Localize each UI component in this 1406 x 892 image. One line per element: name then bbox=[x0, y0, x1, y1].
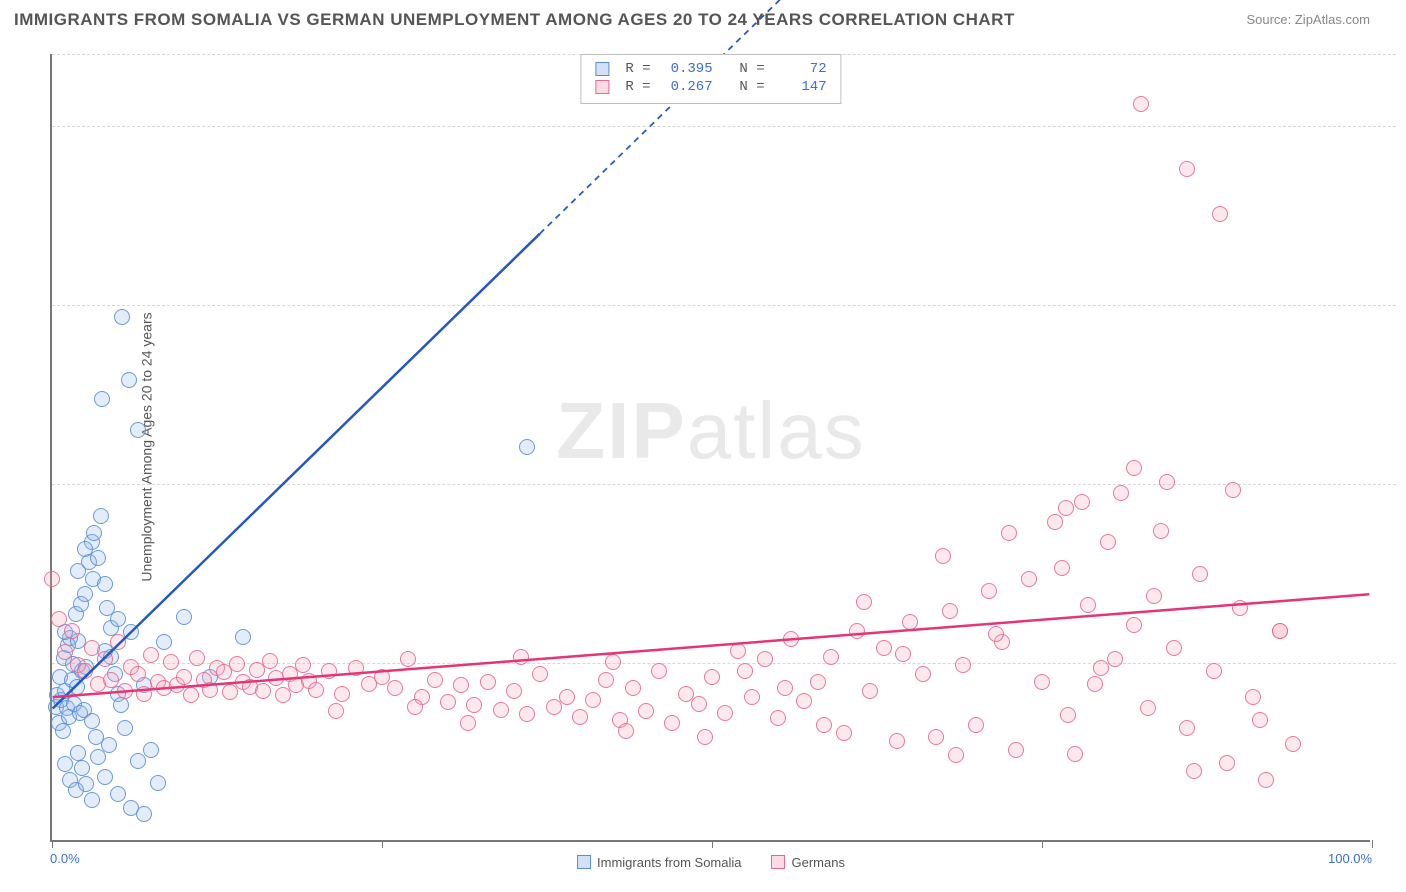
trendline-germans bbox=[53, 594, 1370, 697]
stats-r-label: R = bbox=[625, 79, 650, 95]
trendline-somalia bbox=[53, 234, 540, 709]
stats-swatch-germans bbox=[595, 80, 609, 94]
chart-container: IMMIGRANTS FROM SOMALIA VS GERMAN UNEMPL… bbox=[0, 0, 1406, 892]
stats-n-value: 72 bbox=[775, 61, 827, 77]
stats-row-somalia: R = 0.395 N = 72 bbox=[595, 61, 826, 77]
stats-n-label: N = bbox=[723, 61, 765, 77]
legend-item-germans: Germans bbox=[772, 855, 845, 870]
stats-r-label: R = bbox=[625, 61, 650, 77]
stats-n-label: N = bbox=[723, 79, 765, 95]
x-tick bbox=[1042, 840, 1043, 848]
x-tick bbox=[382, 840, 383, 848]
legend-label-somalia: Immigrants from Somalia bbox=[597, 855, 741, 870]
chart-title: IMMIGRANTS FROM SOMALIA VS GERMAN UNEMPL… bbox=[14, 10, 1015, 30]
x-tick-label: 0.0% bbox=[50, 851, 80, 866]
legend-swatch-somalia bbox=[577, 855, 591, 869]
stats-swatch-somalia bbox=[595, 62, 609, 76]
trendline-dashed-somalia bbox=[540, 0, 1369, 234]
stats-r-value: 0.267 bbox=[661, 79, 713, 95]
x-tick bbox=[1372, 840, 1373, 848]
source-label: Source: ZipAtlas.com bbox=[1246, 12, 1370, 27]
legend-swatch-germans bbox=[772, 855, 786, 869]
stats-r-value: 0.395 bbox=[661, 61, 713, 77]
legend-label-germans: Germans bbox=[792, 855, 845, 870]
stats-n-value: 147 bbox=[775, 79, 827, 95]
x-tick bbox=[712, 840, 713, 848]
legend-item-somalia: Immigrants from Somalia bbox=[577, 855, 741, 870]
trend-lines-layer bbox=[52, 54, 1370, 840]
stats-row-germans: R = 0.267 N = 147 bbox=[595, 79, 826, 95]
bottom-legend: Immigrants from Somalia Germans bbox=[577, 855, 845, 870]
stats-legend-box: R = 0.395 N = 72 R = 0.267 N = 147 bbox=[580, 54, 841, 104]
plot-area: Unemployment Among Ages 20 to 24 years Z… bbox=[50, 54, 1370, 842]
x-tick-label: 100.0% bbox=[1328, 851, 1372, 866]
x-tick bbox=[52, 840, 53, 848]
